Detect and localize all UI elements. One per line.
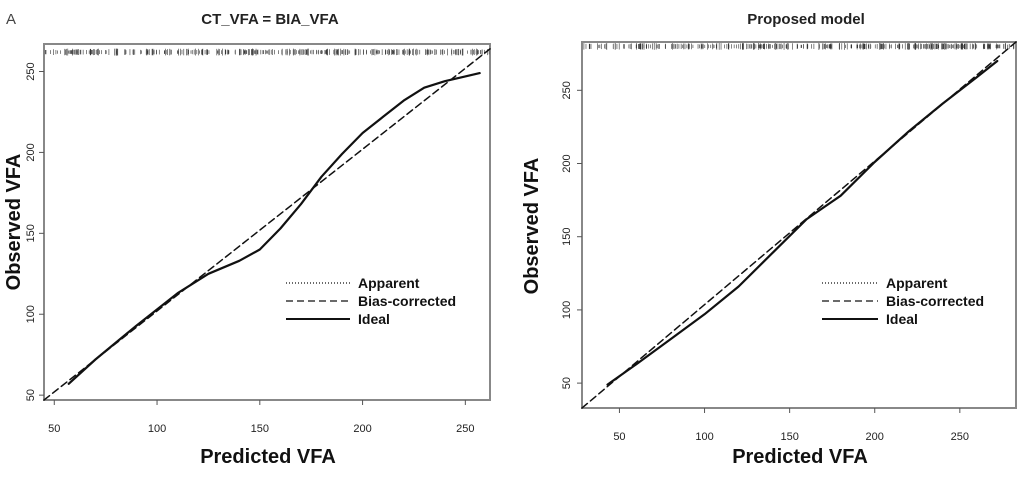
legend-label: Apparent: [358, 275, 420, 291]
x-tick-label: 150: [780, 431, 798, 443]
left-legend: Apparent Bias-corrected Ideal: [286, 275, 456, 327]
x-tick-label: 250: [951, 431, 969, 443]
left-y-axis-ticks: 50 100 150 200 250: [25, 62, 44, 401]
x-tick-label: 200: [866, 431, 884, 443]
y-tick-label: 100: [561, 301, 573, 319]
legend-label: Ideal: [358, 311, 390, 327]
x-tick-label: 100: [695, 431, 713, 443]
right-y-axis-ticks: 50 100 150 200 250: [561, 81, 582, 389]
right-series-ideal: [606, 59, 999, 386]
y-tick-label: 250: [25, 62, 37, 80]
right-x-axis-ticks: 50 100 150 200 250: [613, 408, 969, 443]
right-legend: Apparent Bias-corrected Ideal: [822, 275, 984, 327]
right-y-axis-label: Observed VFA: [521, 158, 543, 295]
x-tick-label: 250: [456, 423, 474, 435]
y-tick-label: 150: [25, 224, 37, 242]
x-tick-label: 100: [148, 423, 166, 435]
left-chart-title: CT_VFA = BIA_VFA: [201, 11, 339, 28]
left-rug-ticks: [44, 48, 490, 56]
panel-label: A: [6, 11, 16, 28]
left-y-axis-label: Observed VFA: [3, 154, 25, 291]
y-tick-label: 50: [25, 389, 37, 401]
right-plot-frame: [581, 41, 1017, 409]
legend-label: Bias-corrected: [358, 293, 456, 309]
legend-label: Bias-corrected: [886, 293, 984, 309]
left-chart: CT_VFA = BIA_VFA 50 100 150 200 250 50 100 150…: [3, 11, 491, 468]
right-chart: Proposed model 50 100 150 200 250 50 100 150 20…: [521, 11, 1017, 468]
y-tick-label: 200: [561, 154, 573, 172]
left-series-lines: [43, 48, 491, 401]
right-x-axis-label: Predicted VFA: [732, 446, 868, 468]
legend-label: Ideal: [886, 311, 918, 327]
x-tick-label: 200: [353, 423, 371, 435]
left-plot-frame: [43, 43, 491, 401]
left-x-axis-label: Predicted VFA: [200, 446, 336, 468]
y-tick-label: 150: [561, 228, 573, 246]
y-tick-label: 250: [561, 81, 573, 99]
x-tick-label: 50: [613, 431, 625, 443]
right-rug-ticks: [583, 42, 1015, 50]
y-tick-label: 200: [25, 143, 37, 161]
left-x-axis-ticks: 50 100 150 200 250: [48, 400, 475, 435]
right-series-lines: [581, 41, 1017, 409]
x-tick-label: 150: [251, 423, 269, 435]
x-tick-label: 50: [48, 423, 60, 435]
left-series-ideal: [67, 72, 481, 385]
right-chart-title: Proposed model: [747, 11, 865, 28]
y-tick-label: 100: [25, 305, 37, 323]
legend-label: Apparent: [886, 275, 948, 291]
y-tick-label: 50: [561, 377, 573, 389]
